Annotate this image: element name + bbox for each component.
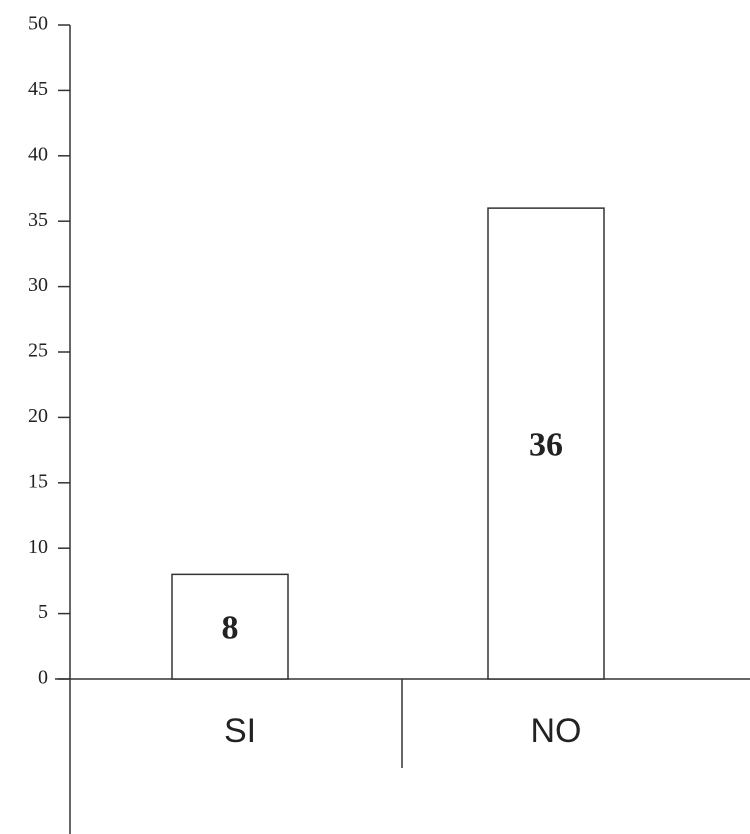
y-tick-label: 5 [38,601,48,623]
data-label: 8 [222,609,239,646]
y-tick-label: 0 [38,667,48,689]
bar [487,207,605,680]
y-tick-label: 20 [28,405,48,427]
x-tick-label: NO [531,712,582,750]
y-tick-label: 15 [28,470,48,492]
bar [171,573,289,680]
data-label: 36 [529,426,563,463]
y-tick-label: 30 [28,274,48,296]
y-tick-label: 25 [28,340,48,362]
y-tick-label: 45 [28,78,48,100]
y-tick-label: 40 [28,143,48,165]
y-tick-label: 50 [28,13,48,35]
y-tick-label: 10 [28,536,48,558]
x-tick-label: SI [224,712,256,750]
y-tick-label: 35 [28,209,48,231]
